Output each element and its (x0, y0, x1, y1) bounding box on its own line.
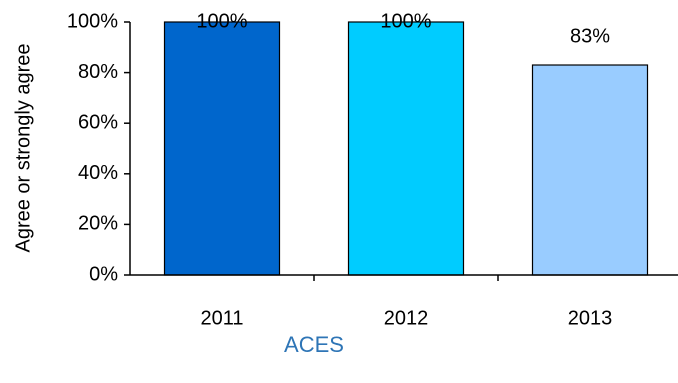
y-axis-title: Agree or strongly agree (12, 43, 34, 252)
y-tick-label: 80% (78, 61, 118, 83)
y-tick-label: 100% (67, 10, 118, 32)
x-axis-title: ACES (284, 332, 344, 357)
y-tick-label: 0% (89, 263, 118, 285)
y-tick-label: 60% (78, 111, 118, 133)
x-tick-label: 2013 (568, 307, 613, 329)
x-tick-label: 2011 (200, 307, 243, 329)
value-label: 100% (380, 10, 431, 32)
value-label: 83% (570, 25, 610, 47)
bar (531, 64, 649, 276)
bar (347, 21, 465, 276)
y-tick-label: 20% (78, 213, 118, 235)
x-tick-label: 2012 (384, 307, 429, 329)
y-tick-label: 40% (78, 162, 118, 184)
value-label: 100% (196, 10, 247, 32)
bar (163, 21, 281, 276)
